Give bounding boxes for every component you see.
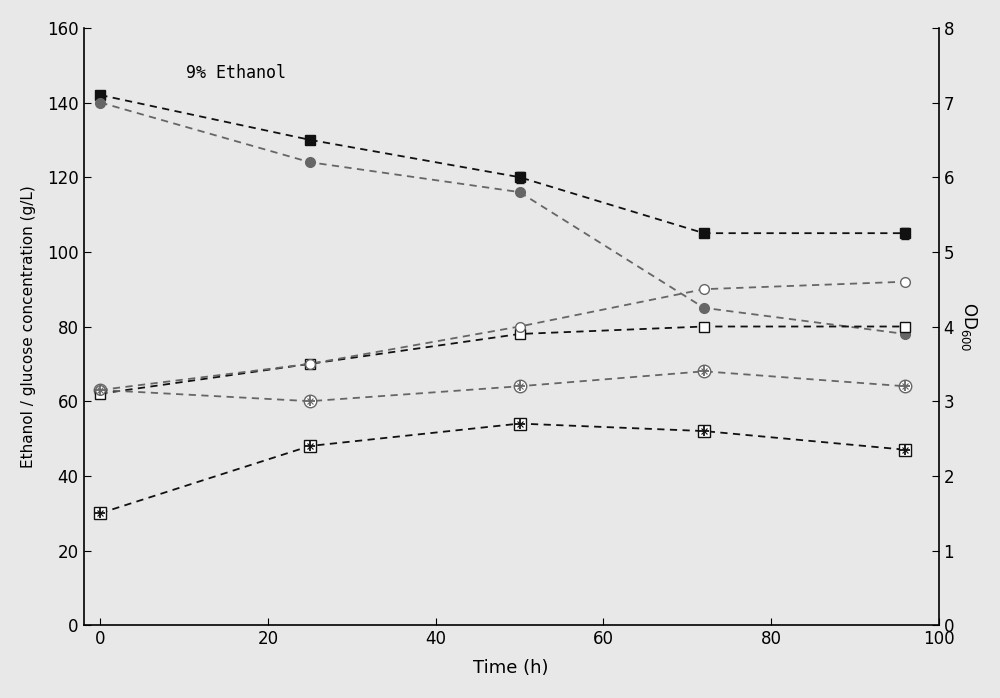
X-axis label: Time (h): Time (h)	[473, 659, 549, 677]
Y-axis label: OD$_{600}$: OD$_{600}$	[959, 302, 979, 351]
Y-axis label: Ethanol / glucose concentration (g/L): Ethanol / glucose concentration (g/L)	[21, 185, 36, 468]
Text: 9% Ethanol: 9% Ethanol	[186, 64, 286, 82]
